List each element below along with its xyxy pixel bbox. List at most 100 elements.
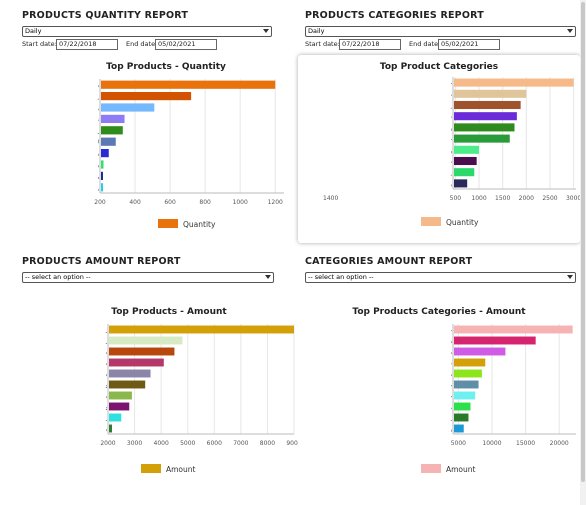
period-select-value: Daily	[25, 27, 42, 35]
bar[interactable]	[101, 171, 103, 181]
period-select-value: -- select an option --	[308, 273, 374, 281]
y-tick-label: مجموعة الرئيسية / الغذائي / مشروبات بارد…	[450, 103, 580, 109]
bar[interactable]	[101, 114, 125, 124]
bar[interactable]	[109, 347, 175, 356]
x-tick-label: 500	[450, 195, 462, 202]
start-date-input[interactable]: 07/22/2018	[339, 39, 401, 50]
legend-label[interactable]: Quantity	[446, 218, 479, 227]
chart-panel: Top Products - Quantity 200 400 600 800 1000 1…	[20, 55, 292, 245]
legend-label[interactable]: Quantity	[183, 220, 216, 229]
bar[interactable]	[109, 413, 122, 422]
bar[interactable]	[454, 413, 469, 422]
bar[interactable]	[101, 91, 192, 101]
bar-chart: Top Products - Quantity 200 400 600 800 1000 1…	[94, 62, 284, 229]
chevron-down-icon	[265, 275, 271, 279]
bar[interactable]	[454, 358, 486, 367]
y-tick-label: ماجي مرقة فراخ 8 جم	[98, 185, 148, 191]
bar[interactable]	[454, 391, 476, 400]
y-tick-label: مجموعة الرئيسية / الغذائي / الأغذية الطا…	[451, 158, 580, 165]
legend-label[interactable]: Amount	[166, 465, 196, 474]
bar[interactable]	[454, 325, 573, 334]
bar[interactable]	[101, 148, 109, 158]
bar[interactable]	[109, 336, 183, 345]
y-tick-label: مراعي حليب كامل الدسم 1 لتر	[105, 416, 174, 422]
bar[interactable]	[109, 424, 112, 433]
bar[interactable]	[454, 336, 536, 345]
bar[interactable]	[454, 369, 482, 378]
legend-swatch[interactable]	[421, 217, 441, 226]
x-tick-label: 600	[164, 199, 176, 206]
bar[interactable]	[101, 126, 123, 135]
bar[interactable]	[454, 89, 527, 98]
bar[interactable]	[454, 145, 480, 154]
bar[interactable]	[101, 103, 155, 112]
bar[interactable]	[109, 380, 146, 389]
bar[interactable]	[109, 391, 132, 400]
y-tick-label: مجموعة الرئيسية / الغذائي / الأغذية الطا…	[451, 382, 580, 389]
chart-panel: Top Products - Amount 2000 3000 4000 5000 600…	[20, 300, 302, 490]
bar[interactable]	[101, 183, 103, 192]
scrollbar-thumb[interactable]	[581, 2, 585, 482]
x-tick-label: 1000	[471, 195, 486, 202]
chart-panel: Top Products Categories - Amount 5000 1000…	[298, 300, 580, 490]
legend-swatch[interactable]	[158, 219, 178, 228]
y-tick-label: مجموعة الرئيسية / الغذائي / مشروبات بارد…	[450, 170, 580, 176]
period-select[interactable]: -- select an option --	[305, 272, 576, 283]
x-tick-label: 1000	[233, 199, 248, 206]
bar[interactable]	[454, 168, 475, 177]
y-tick-label: مجموعة الرئيسية / الغذائي / الأغذية الطا…	[451, 337, 578, 345]
bar[interactable]	[454, 100, 521, 110]
y-tick-label: لمار حليب كامل الدسم 1 لتر	[97, 128, 161, 134]
x-tick-label: 1500	[495, 195, 510, 202]
bar[interactable]	[101, 160, 104, 169]
bar[interactable]	[454, 347, 506, 356]
bar[interactable]	[454, 402, 471, 411]
chart-title: Top Product Categories	[380, 62, 498, 72]
bar[interactable]	[454, 380, 479, 389]
report-title: CATEGORIES AMOUNT REPORT	[305, 256, 473, 267]
chevron-down-icon	[567, 275, 573, 279]
bar-chart: Top Products Categories - Amount 5000 1000…	[352, 307, 580, 474]
bar-chart: Top Product Categories 500 1000 1500 2000 250…	[323, 62, 581, 227]
period-select[interactable]: -- select an option --	[22, 272, 274, 283]
bar[interactable]	[454, 179, 468, 188]
legend-swatch[interactable]	[421, 464, 441, 473]
bar[interactable]	[454, 156, 477, 166]
x-tick-label: 7000	[233, 440, 248, 447]
report-title: PRODUCTS QUANTITY REPORT	[22, 10, 189, 21]
bar[interactable]	[109, 358, 164, 367]
y-tick-label: الضحى أرز مصري 1 كيلو	[105, 403, 160, 411]
y-tick-label: مجموعة الرئيسية / الغذائي / الأغذية الجا…	[451, 403, 580, 411]
bar-chart: Top Products - Amount 2000 3000 4000 5000 600…	[100, 307, 301, 474]
start-date-label: Start date:	[305, 40, 340, 48]
y-tick-label: المجموعة الرئيسية / الغذائي / الأغذية ال…	[451, 370, 580, 378]
y-tick-label: سن توب عصير برتقال 250 مل	[98, 106, 166, 112]
bar[interactable]	[454, 112, 517, 121]
y-tick-label: بسطرمه بلدي بدون ثوم وزن	[106, 372, 168, 378]
x-tick-label: 200	[94, 199, 106, 206]
x-tick-label: 6000	[207, 440, 222, 447]
y-tick-label: لمار حليب كامل الدسم 1 لتر	[105, 339, 169, 345]
y-tick-label: مجموعة الرئيسية / الغذائي / الأغذية الطا…	[451, 348, 578, 356]
end-date-input[interactable]: 05/02/2021	[438, 39, 500, 50]
bar[interactable]	[454, 134, 510, 143]
page-scrollbar[interactable]	[580, 0, 586, 505]
start-date-input[interactable]: 07/22/2018	[56, 39, 118, 50]
bar[interactable]	[101, 137, 116, 146]
end-date-label: End date:	[409, 40, 441, 48]
bar[interactable]	[109, 402, 130, 411]
bar[interactable]	[109, 325, 294, 334]
legend-swatch[interactable]	[141, 464, 161, 473]
x-tick-label: 4000	[154, 440, 169, 447]
bar[interactable]	[109, 369, 151, 378]
bar[interactable]	[454, 123, 515, 132]
chart-title: Top Products Categories - Amount	[352, 307, 526, 317]
period-select[interactable]: Daily	[22, 26, 272, 37]
legend-label[interactable]: Amount	[446, 465, 476, 474]
bar[interactable]	[454, 78, 574, 87]
bar[interactable]	[454, 424, 464, 433]
end-date-input[interactable]: 05/02/2021	[155, 39, 217, 50]
bar[interactable]	[101, 80, 276, 89]
y-tick-label: بيض ابيض 1 ق	[98, 163, 130, 169]
period-select[interactable]: Daily	[305, 26, 576, 37]
